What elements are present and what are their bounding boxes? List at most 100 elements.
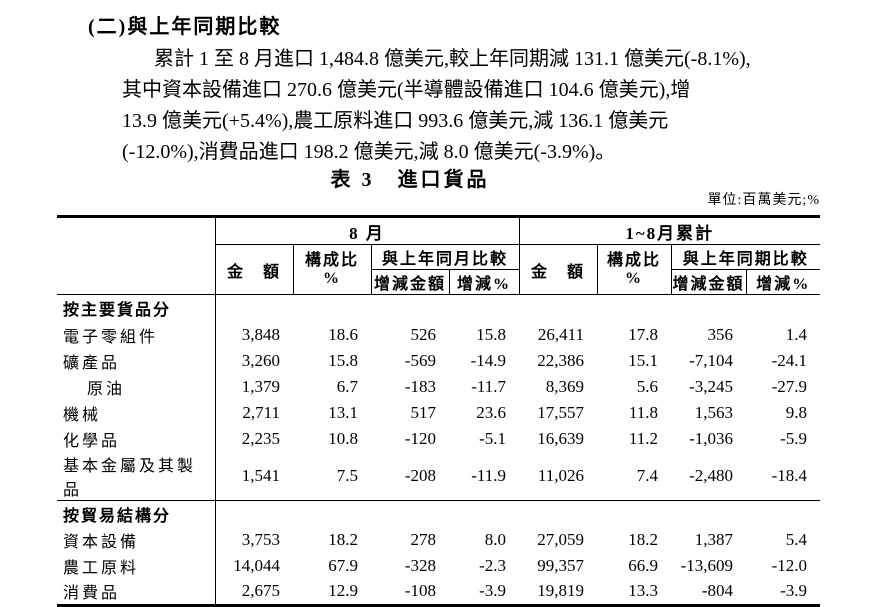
cell: -11.7 [471, 376, 506, 396]
col-group-august: 8 月 [215, 216, 520, 245]
empty-cell [293, 294, 371, 322]
header-composition-cumulative: 構成比 % [597, 244, 672, 295]
cell: 67.9 [328, 556, 358, 575]
cell: 11.2 [628, 428, 658, 448]
cell: 8,369 [545, 376, 584, 396]
header-change-pct-august: 增減% [449, 269, 520, 295]
cell: 27,059 [537, 530, 584, 549]
empty-cell [671, 294, 746, 322]
cell: 1,541 [241, 465, 280, 485]
cell: -11.9 [471, 465, 506, 485]
unit-note: 單位:百萬美元;% [707, 193, 820, 208]
header-row-sub: 金 額 構成比 % 與上年同月比較 金 額 構成比 % 與上年同期比較 [57, 244, 821, 295]
row-label: 消費品 [57, 579, 216, 605]
cell: 3,848 [241, 324, 280, 344]
empty-cell [449, 499, 519, 527]
cell: 3,753 [241, 530, 280, 549]
cell: 26,411 [537, 324, 584, 344]
cell: 18.6 [328, 324, 358, 344]
cell: 7.4 [636, 465, 658, 485]
header-row-groups: 8 月 1~8月累計 [57, 216, 821, 295]
cell: 2,235 [241, 428, 280, 448]
cell: -569 [404, 350, 436, 370]
table-row-crude-oil: 原油 1,379 6.7 -183 -11.7 8,369 5.6 -3,245… [57, 373, 820, 400]
row-label: 機械 [57, 399, 216, 426]
table-row-machinery: 機械 2,711 13.1 517 23.6 17,557 11.8 1,563… [57, 399, 820, 426]
cell: 18.2 [328, 530, 358, 549]
row-label: 資本設備 [57, 527, 216, 553]
cell: 99,357 [537, 556, 584, 575]
header-amount-august: 金 額 [215, 244, 294, 295]
cell: -24.1 [771, 350, 808, 370]
empty-cell [215, 499, 293, 527]
row-label: 電子零組件 [57, 321, 216, 348]
empty-cell [746, 294, 821, 322]
cell: 23.6 [476, 402, 506, 422]
cell: 11.8 [628, 402, 658, 422]
cell: 16,639 [537, 428, 584, 448]
header-row-change: 增減金額 增減% 增減金額 增減% [57, 269, 820, 295]
paragraph-line: 累計 1 至 8 月進口 1,484.8 億美元,較上年同期減 131.1 億美… [154, 48, 751, 70]
header-change-amount-cumulative: 增減金額 [671, 269, 747, 295]
row-label: 原油 [57, 373, 216, 400]
summary-paragraph: 累計 1 至 8 月進口 1,484.8 億美元,較上年同期減 131.1 億美… [122, 44, 820, 168]
cell: -328 [404, 556, 436, 575]
cell: 5.4 [785, 530, 808, 549]
cell: -120 [404, 428, 436, 448]
cell: 66.9 [628, 556, 658, 575]
cell: -1,036 [689, 428, 733, 448]
cell: -3,245 [689, 376, 733, 396]
document-page: (二)與上年同期比較 累計 1 至 8 月進口 1,484.8 億美元,較上年同… [0, 14, 877, 607]
empty-cell [371, 499, 449, 527]
paragraph-line: 13.9 億美元(+5.4%),農工原料進口 993.6 億美元,減 136.1… [122, 110, 669, 132]
paragraph-line: 其中資本設備進口 270.6 億美元(半導體設備進口 104.6 億美元),增 [122, 79, 691, 101]
cell: 15.8 [328, 350, 358, 370]
cell: -27.9 [771, 376, 808, 396]
cell: 18.2 [628, 530, 658, 549]
header-yoy-period-comparison: 與上年同期比較 [671, 244, 821, 270]
cell: 526 [410, 324, 437, 344]
cell: 8.0 [484, 530, 506, 549]
cell: -18.4 [771, 465, 808, 485]
cell: -3.9 [780, 581, 808, 601]
cell: -208 [404, 465, 436, 485]
cell: 13.1 [328, 402, 358, 422]
cell: 2,711 [242, 402, 280, 422]
cell: -2,480 [689, 465, 733, 485]
empty-cell [371, 294, 449, 322]
empty-cell [597, 499, 671, 527]
cell: -183 [404, 376, 436, 396]
paragraph-line: (-12.0%),消費品進口 198.2 億美元,減 8.0 億美元(-3.9%… [122, 141, 616, 163]
cell: -804 [701, 581, 733, 601]
cell: 7.5 [336, 465, 358, 485]
table-title: 表 3 進口貨品 [330, 169, 490, 191]
cell: 1.4 [785, 324, 808, 344]
cell: 9.8 [785, 402, 808, 422]
header-change-amount-august: 增減金額 [371, 269, 450, 295]
cell: 517 [410, 402, 437, 422]
cell: -13,609 [680, 556, 733, 575]
cell: 1,379 [241, 376, 280, 396]
cell: 12.9 [328, 581, 358, 601]
empty-cell [746, 499, 821, 527]
header-change-pct-cumulative: 增減% [756, 276, 811, 293]
section-row-trade-structure: 按貿易結構分 [57, 499, 821, 527]
section-heading: (二)與上年同期比較 [88, 16, 282, 38]
cell: 19,819 [537, 581, 584, 601]
cell: 278 [410, 530, 437, 549]
empty-cell [597, 294, 671, 322]
header-composition-august: 構成比 % [293, 244, 372, 295]
table-row-agri-industrial-materials: 農工原料 14,044 67.9 -328 -2.3 99,357 66.9 -… [57, 553, 820, 579]
cell: -14.9 [470, 350, 506, 370]
section-label: 按主要貨品分 [57, 294, 216, 322]
table-row-consumer-goods: 消費品 2,675 12.9 -108 -3.9 19,819 13.3 -80… [57, 579, 820, 605]
row-label: 化學品 [57, 425, 216, 452]
empty-cell [215, 294, 293, 322]
table-row-minerals: 礦產品 3,260 15.8 -569 -14.9 22,386 15.1 -7… [57, 347, 820, 374]
cell: 13.3 [628, 581, 658, 601]
table-row-capital-equipment: 資本設備 3,753 18.2 278 8.0 27,059 18.2 1,38… [57, 527, 820, 553]
header-yoy-month-comparison: 與上年同月比較 [371, 244, 520, 270]
row-label: 基本金屬及其製品 [57, 451, 216, 500]
cell: -12.0 [771, 556, 808, 575]
cell: -5.9 [780, 428, 808, 448]
